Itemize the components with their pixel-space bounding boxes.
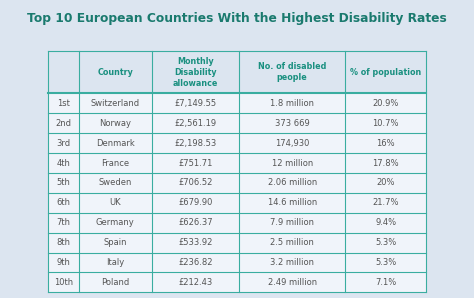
Text: Monthly
Disability
allowance: Monthly Disability allowance [173,57,218,88]
Text: Sweden: Sweden [99,179,132,187]
Text: 2.5 million: 2.5 million [270,238,314,247]
Text: £212.43: £212.43 [178,278,212,287]
Text: 6th: 6th [56,198,70,207]
Text: 7th: 7th [56,218,70,227]
Text: £533.92: £533.92 [178,238,212,247]
Text: No. of disabled
people: No. of disabled people [258,62,326,82]
Text: UK: UK [109,198,121,207]
Text: 7.1%: 7.1% [375,278,396,287]
Text: £7,149.55: £7,149.55 [174,99,217,108]
Text: % of population: % of population [350,68,421,77]
Text: 9th: 9th [56,258,70,267]
Text: £679.90: £679.90 [178,198,212,207]
FancyBboxPatch shape [48,51,426,94]
Text: £706.52: £706.52 [178,179,212,187]
Text: Poland: Poland [101,278,129,287]
Text: Germany: Germany [96,218,135,227]
Text: £2,198.53: £2,198.53 [174,139,217,148]
Text: 5th: 5th [56,179,70,187]
Text: 1.8 million: 1.8 million [270,99,314,108]
Text: 3rd: 3rd [56,139,70,148]
Text: 10.7%: 10.7% [373,119,399,128]
Text: 16%: 16% [376,139,395,148]
Text: France: France [101,159,129,167]
Text: Switzerland: Switzerland [91,99,140,108]
Text: 14.6 million: 14.6 million [267,198,317,207]
Text: 21.7%: 21.7% [373,198,399,207]
Text: Country: Country [97,68,133,77]
Text: 2.49 million: 2.49 million [267,278,317,287]
Text: Italy: Italy [106,258,125,267]
Text: Norway: Norway [100,119,131,128]
Text: 174,930: 174,930 [275,139,310,148]
FancyBboxPatch shape [48,51,426,292]
Text: Denmark: Denmark [96,139,135,148]
Text: 12 million: 12 million [272,159,313,167]
Text: 2.06 million: 2.06 million [267,179,317,187]
Text: 5.3%: 5.3% [375,258,396,267]
Text: 1st: 1st [57,99,70,108]
Text: £626.37: £626.37 [178,218,213,227]
Text: 20%: 20% [376,179,395,187]
Text: 9.4%: 9.4% [375,218,396,227]
Text: 8th: 8th [56,238,70,247]
Text: Top 10 European Countries With the Highest Disability Rates: Top 10 European Countries With the Highe… [27,12,447,24]
Text: £2,561.19: £2,561.19 [174,119,217,128]
Text: 20.9%: 20.9% [373,99,399,108]
Text: 4th: 4th [56,159,70,167]
Text: £236.82: £236.82 [178,258,213,267]
Text: 3.2 million: 3.2 million [270,258,314,267]
Text: Spain: Spain [103,238,127,247]
Text: 373 669: 373 669 [275,119,310,128]
Text: 2nd: 2nd [55,119,71,128]
Text: £751.71: £751.71 [178,159,212,167]
Text: 7.9 million: 7.9 million [270,218,314,227]
Text: 17.8%: 17.8% [373,159,399,167]
Text: 10th: 10th [54,278,73,287]
Text: 5.3%: 5.3% [375,238,396,247]
